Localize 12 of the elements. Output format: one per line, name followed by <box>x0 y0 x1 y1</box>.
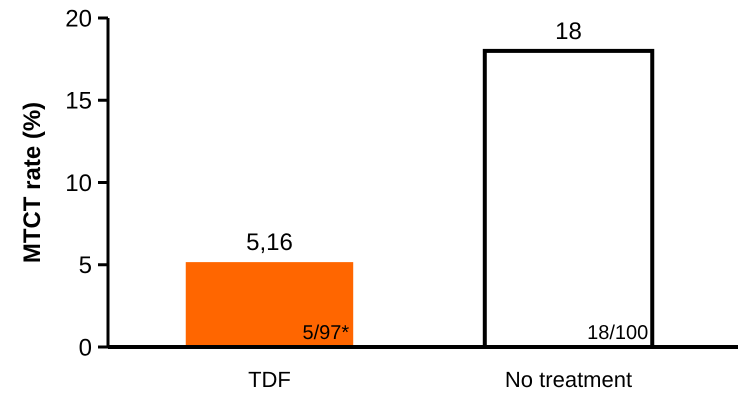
y-tick-label: 10 <box>65 170 92 197</box>
y-tick-label: 15 <box>65 88 92 115</box>
annotation: 18/100 <box>587 322 648 344</box>
x-tick-label: TDF <box>248 367 291 392</box>
y-tick-label: 20 <box>65 5 92 32</box>
y-tick-label: 0 <box>78 334 92 362</box>
y-tick-label: 5 <box>78 252 92 280</box>
data-label: 18 <box>555 18 582 45</box>
data-label: 5,16 <box>246 229 293 256</box>
annotation: 5/97* <box>302 322 350 344</box>
x-tick-label: No treatment <box>504 367 632 392</box>
y-axis-title: MTCT rate (%) <box>19 102 46 264</box>
